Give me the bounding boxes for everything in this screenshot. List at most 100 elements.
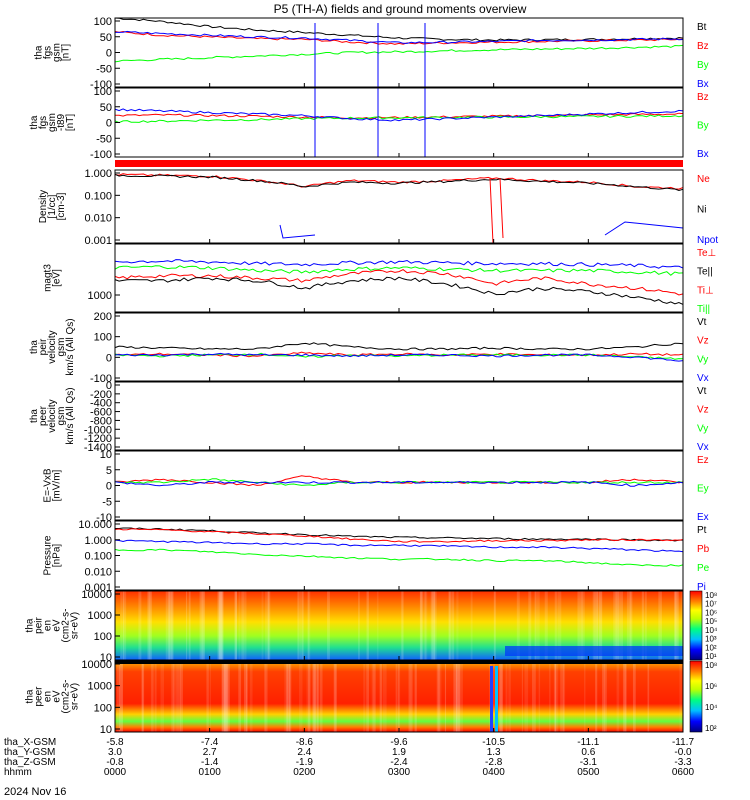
spectrogram-spike: [490, 666, 493, 732]
spectrogram-texture: [366, 661, 369, 732]
y-tick-label: 50: [100, 102, 112, 114]
y-tick-label: -1200: [84, 433, 112, 445]
y-tick-label: -600: [90, 407, 112, 419]
spectrogram-texture: [266, 661, 268, 732]
y-tick-label: 0: [106, 481, 112, 493]
x-tick-label: 0200: [293, 767, 316, 778]
spectrogram-texture: [299, 591, 304, 660]
x-tick-label: 0.6: [581, 747, 595, 758]
spectrogram-texture: [554, 661, 557, 732]
y-tick-label: 0.001: [84, 582, 112, 594]
spectrogram-texture: [119, 661, 123, 732]
y-tick-label: 0.010: [84, 213, 112, 225]
panel-p4: 1000 magt3[eV] Te⊥ Te|| Ti⊥ Ti||: [43, 243, 716, 315]
spectrogram-texture: [170, 661, 174, 732]
spectrogram-texture: [595, 661, 597, 732]
spectrogram-texture: [603, 661, 607, 732]
spectrogram-texture: [313, 661, 317, 732]
y-axis-label: velocity: [47, 330, 58, 363]
y-tick-label: -100: [90, 373, 112, 385]
legend-Ti⊥: Ti⊥: [697, 285, 714, 296]
spectrogram-texture: [209, 661, 211, 732]
x-tick-label: -3.3: [674, 757, 692, 768]
spectrogram-texture: [494, 591, 496, 660]
panel-p8: 10.000 1.000 0.100 0.010 0.001 Pressure[nPa] P…: [43, 519, 710, 594]
spectrogram-texture: [363, 661, 366, 732]
spectrogram-texture: [619, 591, 623, 660]
spectrogram-texture: [188, 591, 191, 660]
spectrogram-texture: [499, 661, 503, 732]
spectrogram-texture: [396, 661, 399, 732]
y-axis-label: [mV/m]: [52, 469, 63, 501]
spectrogram-texture: [581, 591, 585, 660]
y-axis-label: fgs: [38, 116, 49, 129]
legend-Bx: Bx: [697, 149, 709, 160]
panel-p6: 0-200-400-600-800-1000-1200-1400 thapeerv…: [29, 380, 709, 454]
spectrogram-texture: [298, 661, 303, 732]
colorbar-tick-label: 10⁶: [705, 682, 717, 691]
series-line-Bx: [115, 30, 684, 44]
y-axis-label: sr-eV): [70, 612, 81, 639]
legend-Vt: Vt: [697, 386, 707, 397]
spectrogram-texture: [287, 661, 291, 732]
colorbar-tick-label: 10²: [705, 643, 717, 652]
y-axis-label: [nT]: [65, 114, 76, 131]
spectrogram-texture: [499, 661, 503, 732]
spectrogram-texture: [626, 591, 631, 660]
x-tick-label: -10.5: [482, 737, 505, 748]
x-tick-label: 0300: [388, 767, 411, 778]
spectrogram-texture: [185, 591, 188, 660]
legend-Vt: Vt: [697, 317, 707, 328]
y-axis-label: E=-VxB: [43, 468, 54, 503]
x-row-label: tha_Y-GSM: [4, 747, 55, 758]
spectrogram-texture: [261, 591, 264, 660]
spectrogram-texture: [120, 591, 122, 660]
y-tick-label: 100: [94, 16, 112, 28]
spectrogram-texture: [235, 591, 238, 660]
y-tick-label: 1000: [88, 681, 112, 693]
spectrogram-texture: [176, 661, 180, 732]
spectrogram-texture: [658, 591, 662, 660]
legend-Ti||: Ti||: [697, 304, 710, 315]
spectrogram-texture: [409, 661, 413, 732]
spectrogram-texture: [451, 591, 455, 660]
y-tick-label: 10: [100, 724, 112, 736]
legend-Ex: Ex: [697, 512, 709, 523]
spectrogram-texture: [398, 661, 401, 732]
y-axis-label: velocity: [47, 399, 58, 432]
y-tick-label: -1000: [84, 424, 112, 436]
spectrogram-texture: [382, 661, 387, 732]
y-tick-label: 0: [106, 352, 112, 364]
spectrogram-texture: [307, 661, 311, 732]
y-tick-label: 100: [94, 702, 112, 714]
spectrogram-top-band: [115, 661, 683, 664]
x-tick-label: -11.7: [672, 737, 694, 748]
legend-By: By: [697, 60, 709, 71]
colorbar-tick-label: 10⁴: [705, 626, 718, 635]
spectrogram-texture: [600, 591, 603, 660]
spectrogram-texture: [376, 591, 379, 660]
legend-Bz: Bz: [697, 41, 709, 52]
spectrogram-texture: [408, 661, 412, 732]
x-tick-label: -3.1: [580, 757, 598, 768]
spectrogram-texture: [238, 591, 241, 660]
legend-Vx: Vx: [697, 373, 709, 384]
y-tick-label: 0: [106, 48, 112, 60]
spectrogram-texture: [249, 661, 253, 732]
spectrogram-texture: [641, 591, 645, 660]
spectrogram-texture: [505, 661, 508, 732]
spectrogram-texture: [593, 591, 598, 660]
spectrogram-texture: [616, 661, 620, 732]
colorbar-tick-label: 10²: [705, 724, 717, 733]
colorbar-tick-label: 10⁸: [705, 661, 717, 670]
series-line-Bx: [114, 108, 684, 122]
colorbar-tick-label: 10¹: [705, 652, 717, 661]
spectrogram-texture: [535, 591, 540, 660]
spectrogram-texture: [141, 661, 145, 732]
colorbar-tick-label: 10⁸: [705, 591, 717, 600]
y-axis-label: fgs: [43, 46, 54, 59]
spectrogram-texture: [206, 661, 209, 732]
